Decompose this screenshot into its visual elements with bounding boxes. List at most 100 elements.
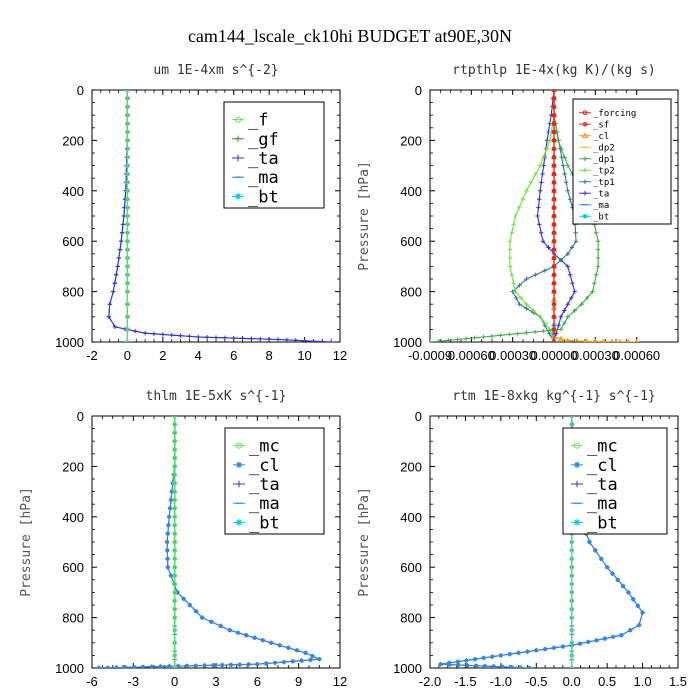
- y-tick-label: 400: [62, 510, 84, 525]
- series-marker-cl: [96, 665, 102, 668]
- series-marker-f: [125, 129, 130, 135]
- series-marker-cl: [634, 338, 639, 342]
- series-marker-f: [125, 213, 130, 219]
- series-marker-cl: [290, 659, 295, 664]
- series-marker-ta: [178, 333, 183, 338]
- series-marker-cl: [560, 644, 566, 649]
- legend-label: _cl: [587, 456, 618, 476]
- series-marker-mc: [172, 455, 177, 461]
- series-marker-cl: [165, 565, 170, 570]
- series-marker-tp2: [507, 255, 513, 261]
- series-marker-tp1: [524, 276, 529, 282]
- series-marker-mc: [569, 556, 574, 562]
- series-marker-mc: [172, 573, 177, 578]
- series-marker-cl: [187, 602, 193, 608]
- legend-label: _ma: [587, 494, 618, 514]
- series-marker-cl: [464, 658, 469, 663]
- x-tick-label: 10: [297, 348, 311, 363]
- series-marker-mc: [172, 447, 177, 452]
- series-marker-ta: [111, 289, 116, 294]
- series-marker-mc: [569, 548, 574, 553]
- series-marker-forcing: [551, 264, 557, 269]
- y-tick-label: 800: [62, 611, 84, 626]
- series-marker-ta: [115, 264, 120, 269]
- series-marker-cl: [228, 662, 234, 668]
- legend-label: _ma: [249, 494, 280, 514]
- series-marker-forcing: [551, 327, 557, 332]
- legend-swatch-marker: [235, 442, 243, 449]
- series-marker-tp2: [524, 302, 529, 307]
- series-marker-cl: [303, 650, 308, 656]
- legend-swatch-marker: [235, 480, 243, 488]
- series-marker-cl: [618, 338, 623, 342]
- series-marker-cl: [168, 573, 174, 578]
- legend-swatch-marker: [582, 213, 588, 219]
- series-marker-tp2: [516, 205, 522, 210]
- x-tick-label: 0: [171, 674, 178, 689]
- series-marker-dp1: [489, 333, 495, 339]
- series-marker-mc: [569, 653, 574, 658]
- series-marker-mc: [569, 581, 574, 587]
- legend-swatch-marker: [573, 442, 581, 449]
- series-marker-cl: [114, 665, 119, 668]
- series-marker-dp1: [594, 230, 599, 235]
- series-marker-tp2: [541, 155, 546, 160]
- y-tick-label: 0: [77, 409, 84, 424]
- series-marker-cl: [518, 665, 523, 668]
- series-marker-ta: [537, 197, 542, 202]
- series-marker-ta: [565, 302, 570, 307]
- y-axis-label: Pressure [hPa]: [357, 161, 372, 271]
- series-marker-mc: [569, 573, 574, 578]
- series-marker-cl: [599, 556, 604, 561]
- legend-label: _f: [248, 111, 268, 131]
- series-marker-cl: [193, 609, 199, 614]
- series-marker-tp1: [565, 251, 570, 256]
- series-marker-f: [125, 339, 130, 342]
- series-marker-forcing: [551, 272, 557, 278]
- series-marker-forcing: [551, 289, 557, 294]
- series-marker-tp1: [560, 163, 566, 168]
- series-marker-mc: [569, 590, 574, 595]
- series-marker-tp1: [567, 197, 573, 202]
- series-marker-cl: [175, 663, 181, 668]
- series-marker-cl: [175, 590, 180, 595]
- series-marker-forcing: [551, 280, 557, 286]
- series-marker-dp1: [498, 333, 503, 338]
- series-marker-ta: [572, 289, 577, 294]
- series-line-dp1: [430, 90, 599, 342]
- series-marker-dp1: [592, 281, 597, 286]
- series-marker-forcing: [551, 112, 557, 118]
- series-marker-ta: [284, 337, 290, 342]
- y-tick-label: 400: [400, 184, 422, 199]
- series-marker-cl: [542, 646, 548, 652]
- x-tick-label: -6: [86, 674, 98, 689]
- series-marker-cl: [593, 548, 598, 553]
- x-tick-label: 0: [124, 348, 131, 363]
- legend-swatch-marker: [235, 519, 243, 526]
- y-tick-label: 800: [400, 285, 422, 300]
- y-tick-label: 600: [62, 560, 84, 575]
- series-marker-cl: [158, 664, 163, 668]
- legend: _f_gf_ta_ma_bt: [223, 101, 325, 209]
- panel-thlm: thlm 1E-5xK s^{-1} Pressure [hPa] -6 -3 0 3 6 9…: [19, 389, 347, 689]
- series-marker-forcing: [551, 222, 557, 227]
- series-marker-cl: [165, 556, 170, 561]
- legend-swatch-marker: [582, 179, 588, 185]
- series-marker-forcing: [551, 163, 557, 168]
- series-marker-cl: [491, 664, 496, 668]
- legend-label: _bt: [593, 212, 609, 222]
- series-marker-ta: [536, 205, 541, 210]
- legend-label: _bt: [248, 187, 279, 207]
- series-marker-cl: [218, 623, 223, 629]
- legend-swatch-marker: [573, 519, 581, 526]
- legend-swatch-marker: [234, 135, 242, 142]
- series-marker-forcing: [551, 96, 557, 101]
- series-marker-ta: [222, 335, 228, 340]
- series-marker-ta: [546, 245, 551, 250]
- series-marker-ta: [258, 336, 263, 342]
- legend-label: _ta: [248, 149, 279, 169]
- series-marker-tp2: [507, 247, 513, 252]
- series-marker-cl: [620, 583, 626, 589]
- series-group: [96, 416, 322, 668]
- series-marker-dp1: [524, 330, 529, 335]
